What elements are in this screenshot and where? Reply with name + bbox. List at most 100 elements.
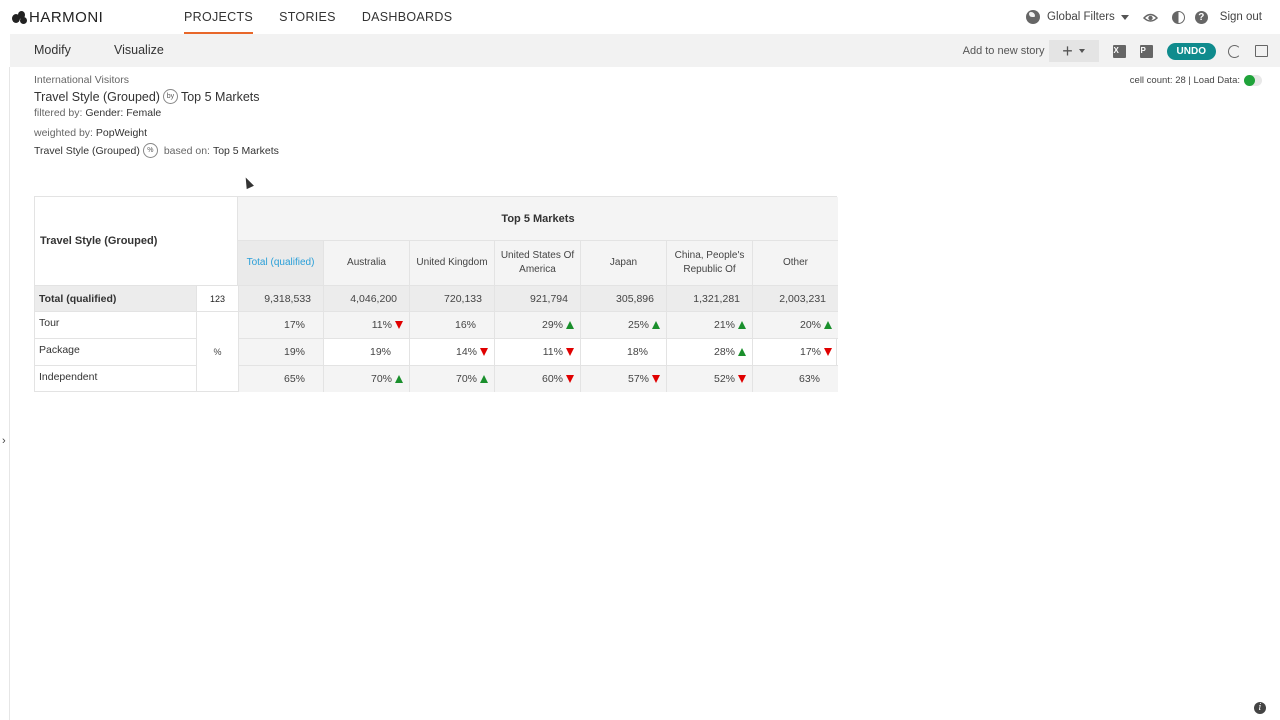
sig-down-arrow-icon (566, 348, 574, 356)
sign-out-link[interactable]: Sign out (1219, 11, 1262, 23)
sig-up-arrow-icon (480, 375, 488, 383)
cell-count-status: cell count: 28 | Load Data: (1130, 75, 1262, 86)
tab-modify[interactable]: Modify (34, 43, 71, 57)
chevron-down-icon (1078, 49, 1085, 53)
load-data-toggle[interactable] (1244, 75, 1262, 86)
cell-value: 70% (455, 373, 477, 385)
col-usa-header[interactable]: United States Of America (494, 241, 580, 285)
left-panel-rail: › (0, 67, 10, 720)
toolbar-actions: Add to new story + UNDO (963, 40, 1268, 62)
base-value: Top 5 Markets (212, 144, 279, 157)
data-cell[interactable]: 11% (323, 311, 409, 338)
data-cell[interactable]: 14% (409, 338, 494, 365)
data-cell[interactable]: 70% (323, 365, 409, 392)
eye-icon (1142, 13, 1158, 22)
data-cell[interactable]: 16% (409, 311, 494, 338)
nav-stories[interactable]: STORIES (279, 10, 336, 24)
col-japan-header[interactable]: Japan (580, 241, 666, 285)
help-button[interactable]: ? (1194, 10, 1208, 24)
data-cell[interactable]: 21% (666, 311, 752, 338)
base-info: Travel Style (Grouped) % based on: Top 5… (34, 143, 279, 158)
weight-value: PopWeight (95, 127, 148, 139)
data-cell[interactable]: 17% (238, 311, 323, 338)
count-stat-badge[interactable]: 123 (196, 285, 238, 311)
cell-value: 17% (799, 346, 821, 358)
row-label-tour[interactable]: Tour (35, 311, 196, 338)
data-cell[interactable]: 52% (666, 365, 752, 392)
col-other-header[interactable]: Other (752, 241, 838, 285)
data-cell[interactable]: 19% (238, 338, 323, 365)
nav-dashboards[interactable]: DASHBOARDS (361, 10, 453, 24)
add-to-story-button[interactable]: + (1048, 40, 1099, 62)
sig-down-arrow-icon (824, 348, 832, 356)
add-to-story-label: Add to new story (962, 45, 1045, 57)
tab-visualize[interactable]: Visualize (114, 43, 164, 57)
data-cell[interactable]: 65% (238, 365, 323, 392)
data-cell[interactable]: 18% (580, 338, 666, 365)
harmoni-logo[interactable]: HARMONI (12, 8, 103, 26)
nav-projects[interactable]: PROJECTS (184, 0, 254, 34)
data-cell[interactable]: 19% (323, 338, 409, 365)
data-cell[interactable]: 17% (752, 338, 838, 365)
data-cell[interactable]: 20% (752, 311, 838, 338)
data-cell[interactable]: 28% (666, 338, 752, 365)
cell-value: 70% (370, 373, 392, 385)
comment-icon[interactable] (1255, 45, 1268, 57)
percent-stat-badge[interactable]: % (196, 311, 238, 392)
col-total-header[interactable]: Total (qualified) (238, 241, 323, 285)
col-united-kingdom-header[interactable]: United Kingdom (409, 241, 494, 285)
cell-value: 29% (541, 319, 563, 331)
sig-up-arrow-icon (824, 321, 832, 329)
total-cell: 921,794 (494, 285, 580, 311)
undo-button[interactable]: UNDO (1166, 42, 1216, 60)
table-title: Travel Style (Grouped) by Top 5 Markets (34, 89, 260, 104)
primary-nav: PROJECTS STORIES DASHBOARDS (184, 0, 478, 34)
col-china-header[interactable]: China, People's Republic Of (666, 241, 752, 285)
cell-value: 18% (626, 346, 648, 358)
total-cell: 305,896 (580, 285, 666, 311)
total-cell: 1,321,281 (666, 285, 752, 311)
refresh-icon[interactable] (1228, 44, 1241, 58)
col-australia-header[interactable]: Australia (323, 241, 409, 285)
data-cell[interactable]: 63% (752, 365, 838, 392)
by-operator-icon: by (162, 89, 178, 104)
top-navbar: HARMONI PROJECTS STORIES DASHBOARDS Glob… (0, 0, 1280, 34)
percent-operator-icon: % (142, 143, 158, 158)
sig-down-arrow-icon (395, 321, 403, 329)
cell-value: 21% (713, 319, 735, 331)
row-label-package[interactable]: Package (35, 338, 196, 365)
cell-value: 57% (627, 373, 649, 385)
cell-value: 11% (542, 346, 563, 358)
weight-info: weighted by: PopWeight (34, 127, 148, 139)
row-label-total[interactable]: Total (qualified) (35, 285, 196, 311)
nav-right-actions: Global Filters ? Sign out (1014, 8, 1262, 26)
contrast-icon (1171, 10, 1185, 24)
theme-toggle-button[interactable] (1171, 10, 1185, 24)
data-cell[interactable]: 70% (409, 365, 494, 392)
cell-value: 19% (369, 346, 391, 358)
data-cell[interactable]: 29% (494, 311, 580, 338)
chevron-right-icon[interactable]: › (2, 435, 6, 447)
mouse-cursor-icon (242, 175, 254, 190)
column-variable-header[interactable]: Top 5 Markets (238, 197, 838, 241)
total-cell: 9,318,533 (238, 285, 323, 311)
data-cell[interactable]: 57% (580, 365, 666, 392)
powerpoint-export-icon[interactable] (1139, 44, 1153, 58)
filter-info: filtered by: Gender: Female (34, 107, 162, 119)
preview-button[interactable] (1142, 11, 1158, 24)
global-filters-dropdown[interactable]: Global Filters (1026, 10, 1129, 24)
data-cell[interactable]: 11% (494, 338, 580, 365)
cell-value: 25% (627, 319, 649, 331)
sig-up-arrow-icon (738, 321, 746, 329)
data-cell[interactable]: 60% (494, 365, 580, 392)
dataset-name: International Visitors (34, 74, 129, 86)
plus-icon: + (1062, 41, 1073, 61)
row-label-independent[interactable]: Independent (35, 365, 196, 392)
excel-export-icon[interactable] (1112, 44, 1126, 58)
row-variable-header[interactable]: Travel Style (Grouped) (35, 197, 238, 285)
info-icon[interactable]: i (1254, 702, 1266, 714)
sig-down-arrow-icon (566, 375, 574, 383)
help-icon: ? (1194, 10, 1208, 24)
sig-up-arrow-icon (738, 348, 746, 356)
data-cell[interactable]: 25% (580, 311, 666, 338)
